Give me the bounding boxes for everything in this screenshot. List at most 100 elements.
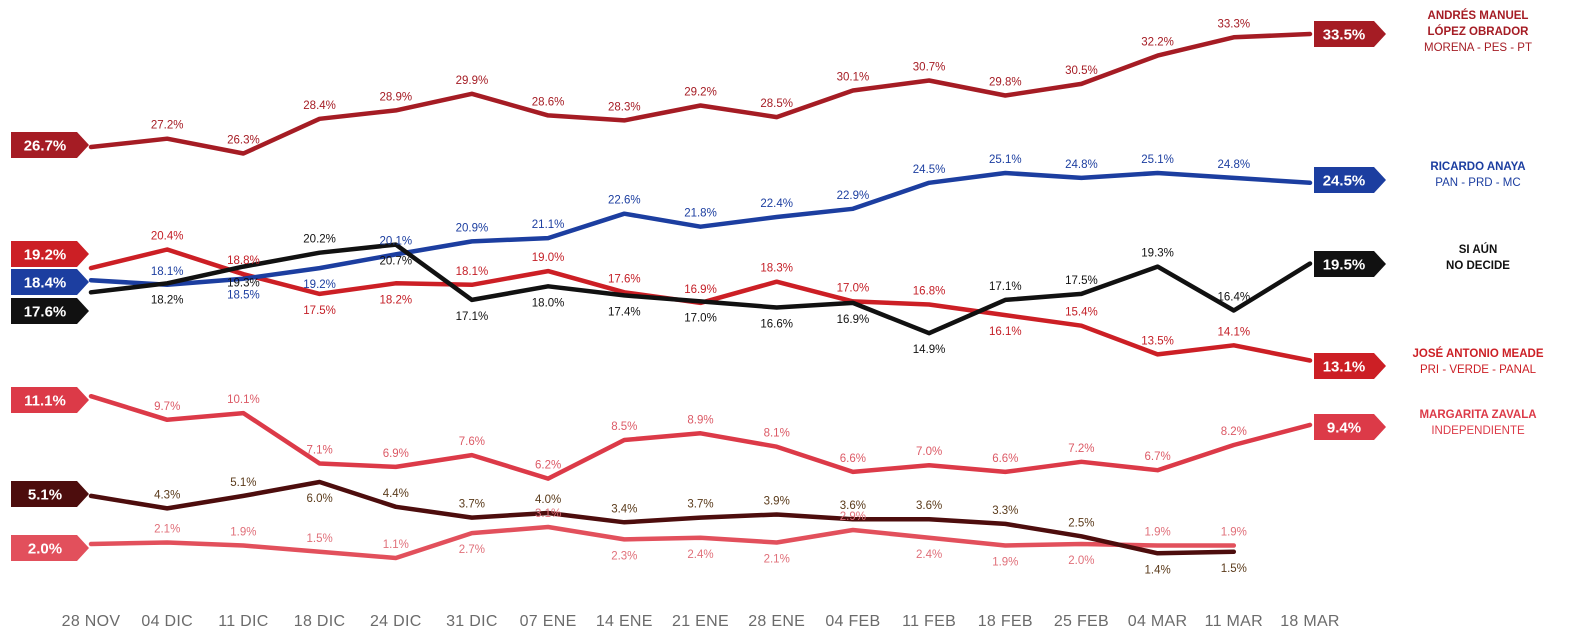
data-label: 20.7% — [379, 256, 412, 268]
data-label: 10.1% — [227, 394, 260, 406]
data-label: 28.4% — [303, 100, 336, 112]
data-label: 20.2% — [303, 234, 336, 246]
data-label: 18.1% — [456, 266, 489, 278]
end-badge-label: 33.5% — [1323, 27, 1366, 44]
data-label: 2.1% — [764, 554, 790, 566]
data-label: 3.6% — [840, 500, 866, 512]
data-label: 30.1% — [837, 72, 870, 84]
start-badge-label: 5.1% — [28, 487, 62, 504]
data-label: 2.4% — [687, 549, 713, 561]
start-badge-label: 2.0% — [28, 541, 62, 558]
start-badge — [11, 535, 89, 561]
data-label: 17.1% — [989, 281, 1022, 293]
data-label: 6.2% — [535, 460, 561, 472]
data-label: 1.9% — [230, 527, 256, 539]
data-label: 16.9% — [837, 314, 870, 326]
data-label: 6.6% — [840, 453, 866, 465]
data-label: 17.4% — [608, 306, 641, 318]
start-badge-label: 26.7% — [24, 138, 67, 155]
data-label: 18.0% — [532, 297, 565, 309]
data-label: 7.6% — [459, 436, 485, 448]
legend-candidate-name: SI AÚN — [1459, 243, 1498, 256]
data-label: 19.3% — [1141, 248, 1174, 260]
data-label: 3.7% — [459, 499, 485, 511]
legend-candidate-name: NO DECIDE — [1446, 260, 1510, 272]
data-label: 3.6% — [916, 500, 942, 512]
x-tick-label: 18 FEB — [978, 613, 1033, 630]
x-tick-label: 07 ENE — [520, 613, 577, 630]
data-label: 6.6% — [992, 453, 1018, 465]
data-label: 28.6% — [532, 96, 565, 108]
data-label: 18.3% — [760, 263, 793, 275]
end-badge-label: 19.5% — [1323, 257, 1366, 274]
data-label: 4.0% — [535, 494, 561, 506]
x-tick-label: 24 DIC — [370, 613, 422, 630]
data-label: 17.0% — [837, 282, 870, 294]
data-label: 1.9% — [992, 557, 1018, 569]
data-label: 13.5% — [1141, 335, 1174, 347]
end-badge-label: 24.5% — [1323, 173, 1366, 190]
data-label: 16.4% — [1217, 292, 1250, 304]
start-badge-label: 19.2% — [24, 247, 67, 264]
data-label: 8.9% — [687, 414, 713, 426]
data-label: 1.9% — [1144, 527, 1170, 539]
data-label: 16.9% — [684, 284, 717, 296]
series-line-2 — [88, 242, 1313, 336]
data-label: 15.4% — [1065, 307, 1098, 319]
x-tick-label: 25 FEB — [1054, 613, 1109, 630]
legend-candidate-name: RICARDO ANAYA — [1430, 161, 1525, 173]
data-label: 32.2% — [1141, 37, 1174, 49]
data-label: 19.0% — [532, 252, 565, 264]
data-label: 16.6% — [760, 319, 793, 331]
data-label: 27.2% — [151, 120, 184, 132]
data-label: 1.1% — [383, 539, 409, 551]
x-tick-label: 18 DIC — [294, 613, 346, 630]
legend-party-name: MORENA - PES - PT — [1424, 42, 1532, 54]
data-label: 2.1% — [154, 524, 180, 536]
data-label: 8.1% — [764, 428, 790, 440]
data-label: 20.9% — [456, 222, 489, 234]
data-label: 24.5% — [913, 164, 946, 176]
data-label: 18.5% — [227, 290, 260, 302]
legend-party-name: PAN - PRD - MC — [1435, 177, 1520, 189]
x-tick-label: 11 DIC — [218, 613, 268, 630]
data-label: 2.0% — [1068, 555, 1094, 567]
x-tick-label: 31 DIC — [446, 613, 498, 630]
data-label: 2.3% — [611, 550, 637, 562]
data-label: 2.9% — [840, 511, 866, 523]
legend-candidate-name: ANDRÉS MANUEL — [1428, 9, 1529, 22]
data-label: 19.3% — [227, 278, 260, 290]
data-label: 28.5% — [760, 98, 793, 110]
start-badge — [11, 481, 89, 507]
data-label: 21.1% — [532, 219, 565, 231]
data-label: 22.9% — [837, 190, 870, 202]
data-label: 17.5% — [1065, 275, 1098, 287]
x-tick-label: 11 MAR — [1205, 613, 1263, 630]
data-label: 7.2% — [1068, 443, 1094, 455]
x-tick-label: 28 ENE — [748, 613, 805, 630]
data-label: 3.9% — [764, 496, 790, 508]
end-badge — [1314, 167, 1386, 193]
data-label: 26.3% — [227, 135, 260, 147]
data-label: 1.5% — [1221, 563, 1247, 575]
start-badge-label: 11.1% — [24, 393, 66, 410]
x-tick-label: 11 FEB — [902, 613, 956, 630]
legend-candidate-name: LÓPEZ OBRADOR — [1428, 25, 1530, 38]
start-badge — [11, 132, 89, 158]
data-label: 18.2% — [379, 294, 412, 306]
data-label: 6.7% — [1144, 451, 1170, 463]
data-label: 18.2% — [151, 294, 184, 306]
data-label: 14.1% — [1217, 326, 1250, 338]
data-label: 33.3% — [1217, 18, 1250, 30]
data-label: 16.8% — [913, 286, 946, 298]
series-line-5 — [88, 479, 1237, 556]
data-label: 20.4% — [151, 231, 184, 243]
data-label: 3.4% — [611, 503, 637, 515]
data-label: 3.7% — [687, 499, 713, 511]
data-label: 18.1% — [151, 266, 184, 278]
end-badge — [1314, 251, 1386, 277]
data-label: 28.9% — [379, 91, 412, 103]
legend-party-name: PRI - VERDE - PANAL — [1420, 364, 1537, 376]
data-label: 8.5% — [611, 421, 637, 433]
